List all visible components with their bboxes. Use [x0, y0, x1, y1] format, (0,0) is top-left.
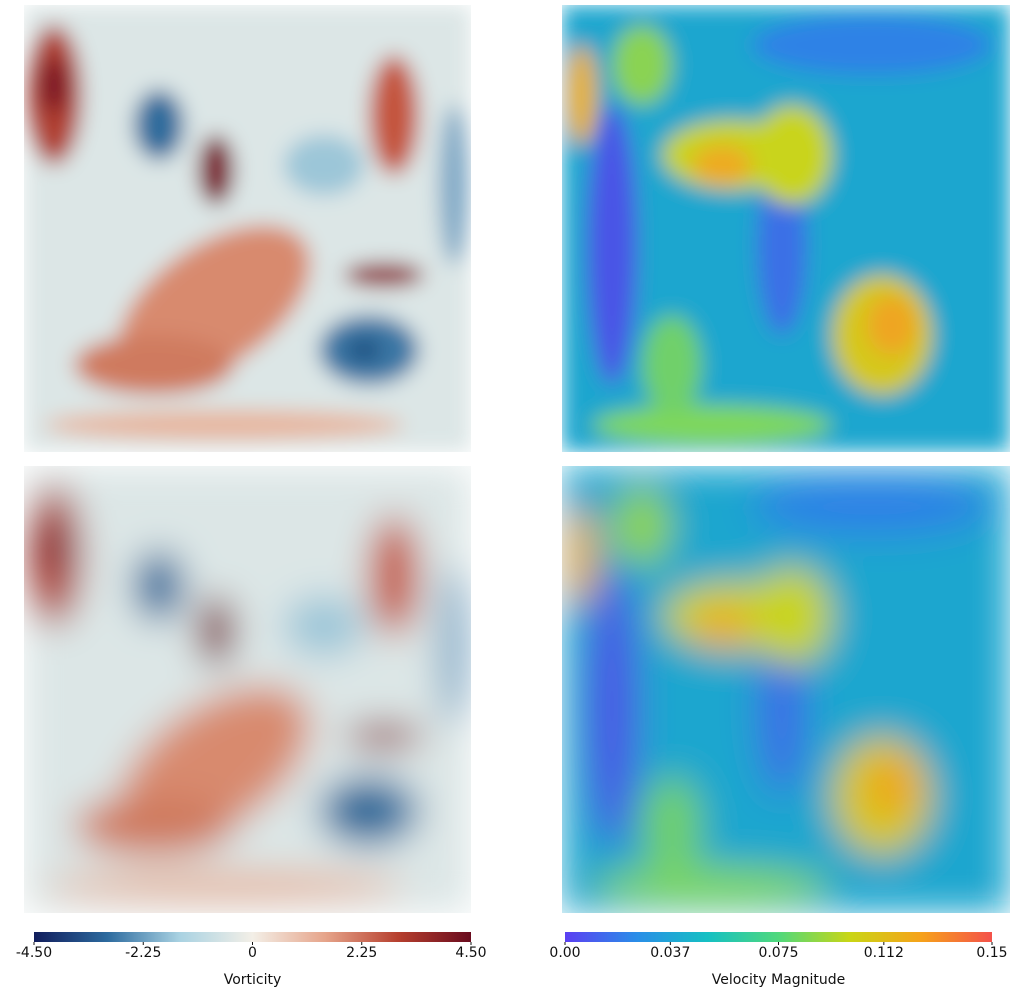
tick-label: 4.50	[455, 945, 486, 961]
tick-label: 2.25	[346, 945, 377, 961]
tick-label: 0.15	[976, 945, 1007, 961]
vorticity-coarse	[24, 466, 471, 913]
tick-label: 0.00	[549, 945, 580, 961]
tick-label: 0.075	[758, 945, 798, 961]
velocity-fine	[562, 5, 1010, 452]
tick-label: 0.112	[864, 945, 904, 961]
tick-label: 0.037	[650, 945, 690, 961]
tick-label: -4.50	[16, 945, 52, 961]
vorticity-fine	[24, 5, 471, 452]
velocity-coarse	[562, 466, 1010, 913]
colorbar-label: Velocity Magnitude	[712, 972, 846, 988]
tick-label: -2.25	[125, 945, 161, 961]
colorbar	[34, 932, 471, 942]
tick-label: 0	[248, 945, 257, 961]
colorbar	[565, 932, 992, 942]
colorbar-label: Vorticity	[224, 972, 282, 988]
